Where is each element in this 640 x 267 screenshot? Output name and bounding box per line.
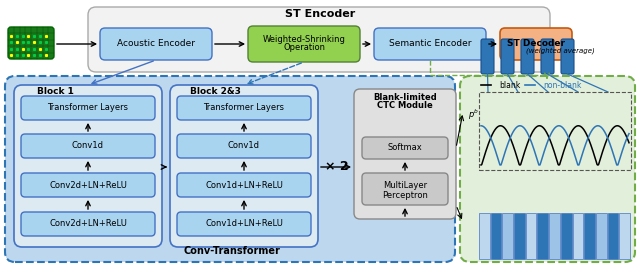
FancyBboxPatch shape: [88, 7, 550, 72]
Text: Conv1d+LN+ReLU: Conv1d+LN+ReLU: [205, 180, 283, 190]
Text: (weighted average): (weighted average): [525, 48, 595, 54]
FancyBboxPatch shape: [500, 28, 572, 60]
FancyBboxPatch shape: [374, 28, 486, 60]
Bar: [526, 213, 536, 259]
Text: Block 2&3: Block 2&3: [189, 88, 241, 96]
Bar: [491, 213, 501, 259]
Bar: [549, 213, 560, 259]
FancyBboxPatch shape: [541, 39, 554, 74]
Bar: [479, 213, 490, 259]
FancyBboxPatch shape: [100, 28, 212, 60]
Text: Conv2d+LN+ReLU: Conv2d+LN+ReLU: [49, 180, 127, 190]
Text: Acoustic Encoder: Acoustic Encoder: [117, 40, 195, 49]
Text: MultiLayer: MultiLayer: [383, 182, 427, 190]
Bar: [514, 213, 525, 259]
FancyBboxPatch shape: [8, 27, 54, 59]
FancyBboxPatch shape: [14, 85, 162, 247]
Text: Conv2d+LN+ReLU: Conv2d+LN+ReLU: [49, 219, 127, 229]
FancyBboxPatch shape: [501, 39, 514, 74]
FancyBboxPatch shape: [170, 85, 318, 247]
Text: non-blank: non-blank: [543, 80, 581, 89]
FancyBboxPatch shape: [177, 96, 311, 120]
Text: Conv1d+LN+ReLU: Conv1d+LN+ReLU: [205, 219, 283, 229]
Text: $p^b$: $p^b$: [468, 108, 479, 122]
FancyBboxPatch shape: [362, 137, 448, 159]
Bar: [538, 213, 548, 259]
Text: Perceptron: Perceptron: [382, 191, 428, 201]
Text: Weighted-Shrinking: Weighted-Shrinking: [262, 34, 346, 44]
FancyBboxPatch shape: [5, 76, 455, 262]
FancyBboxPatch shape: [248, 26, 360, 62]
FancyBboxPatch shape: [460, 76, 635, 262]
FancyBboxPatch shape: [21, 173, 155, 197]
Text: Operation: Operation: [283, 44, 325, 53]
Text: ST Encoder: ST Encoder: [285, 9, 355, 19]
Text: Semantic Encoder: Semantic Encoder: [388, 40, 471, 49]
FancyBboxPatch shape: [362, 173, 448, 205]
Text: ST Decoder: ST Decoder: [507, 40, 565, 49]
FancyBboxPatch shape: [561, 39, 574, 74]
Bar: [502, 213, 513, 259]
FancyBboxPatch shape: [21, 212, 155, 236]
Text: Conv1d: Conv1d: [72, 142, 104, 151]
Bar: [596, 213, 607, 259]
Text: blank: blank: [499, 80, 520, 89]
Text: Conv1d: Conv1d: [228, 142, 260, 151]
FancyBboxPatch shape: [177, 173, 311, 197]
Bar: [607, 213, 618, 259]
Text: Transformer Layers: Transformer Layers: [47, 104, 129, 112]
Text: Block 1: Block 1: [36, 88, 74, 96]
FancyBboxPatch shape: [177, 212, 311, 236]
Bar: [479, 92, 631, 170]
FancyBboxPatch shape: [521, 39, 534, 74]
Text: Conv-Transformer: Conv-Transformer: [184, 246, 280, 256]
FancyBboxPatch shape: [481, 39, 494, 74]
Text: CTC Module: CTC Module: [377, 100, 433, 109]
Bar: [584, 213, 595, 259]
Bar: [573, 213, 583, 259]
Bar: [561, 213, 572, 259]
FancyBboxPatch shape: [21, 96, 155, 120]
Text: Blank-limited: Blank-limited: [373, 92, 437, 101]
Text: Softmax: Softmax: [388, 143, 422, 152]
FancyBboxPatch shape: [177, 134, 311, 158]
Text: Transformer Layers: Transformer Layers: [204, 104, 285, 112]
FancyBboxPatch shape: [354, 89, 456, 219]
Bar: [620, 213, 630, 259]
FancyBboxPatch shape: [21, 134, 155, 158]
Text: × 2: × 2: [325, 160, 349, 174]
